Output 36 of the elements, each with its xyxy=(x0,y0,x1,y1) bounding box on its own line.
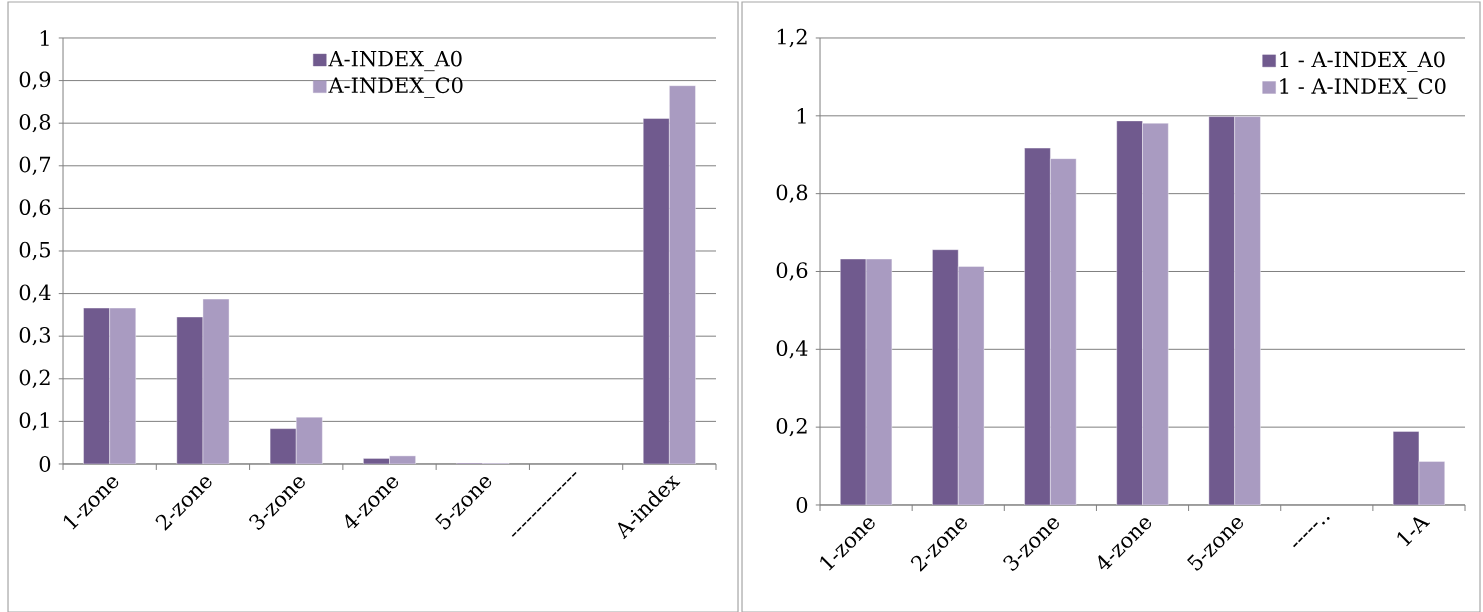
legend-label: 1 - A-INDEX_C0 xyxy=(1280,78,1446,99)
legend-label: A-INDEX_C0 xyxy=(328,77,463,98)
y-tick-label: 1,2 xyxy=(777,28,807,48)
bar xyxy=(1024,147,1051,505)
y-tick-label: 0,2 xyxy=(19,369,50,388)
x-tick-label: -----.. xyxy=(1293,517,1330,548)
y-tick-label: 0,7 xyxy=(19,156,51,175)
y-tick-label: 0,4 xyxy=(19,284,51,303)
y-tick-label: 0,8 xyxy=(19,113,51,133)
y-tick-label: 0 xyxy=(796,497,808,513)
x-tick-label: 1-A xyxy=(1397,517,1431,547)
y-tick-label: 0,6 xyxy=(19,199,51,218)
y-tick-label: 0,8 xyxy=(776,184,808,203)
bar xyxy=(1234,116,1261,505)
bar xyxy=(958,266,985,505)
legend-label: 1 - A-INDEX_A0 xyxy=(1280,51,1445,72)
bar xyxy=(1392,431,1420,505)
bar xyxy=(1116,120,1143,505)
y-tick-label: 0,6 xyxy=(776,262,808,281)
bar xyxy=(1050,158,1077,505)
bar xyxy=(1418,461,1445,505)
y-tick-label: 1 xyxy=(797,108,806,124)
y-tick-label: 0,5 xyxy=(19,241,50,261)
y-tick-label: 0,4 xyxy=(776,340,808,359)
y-tick-label: 1 xyxy=(40,30,49,46)
bar xyxy=(1142,123,1169,505)
bar xyxy=(840,258,867,505)
y-tick-label: 0,1 xyxy=(19,412,49,431)
y-tick-label: 0 xyxy=(39,456,51,472)
bar xyxy=(1208,116,1235,505)
y-tick-label: 0,2 xyxy=(776,417,807,437)
legend-label: A-INDEX_A0 xyxy=(328,50,462,72)
y-tick-label: 0,3 xyxy=(19,326,51,346)
y-tick-label: 0,9 xyxy=(19,71,51,90)
bar xyxy=(865,258,893,505)
bar xyxy=(932,249,959,505)
